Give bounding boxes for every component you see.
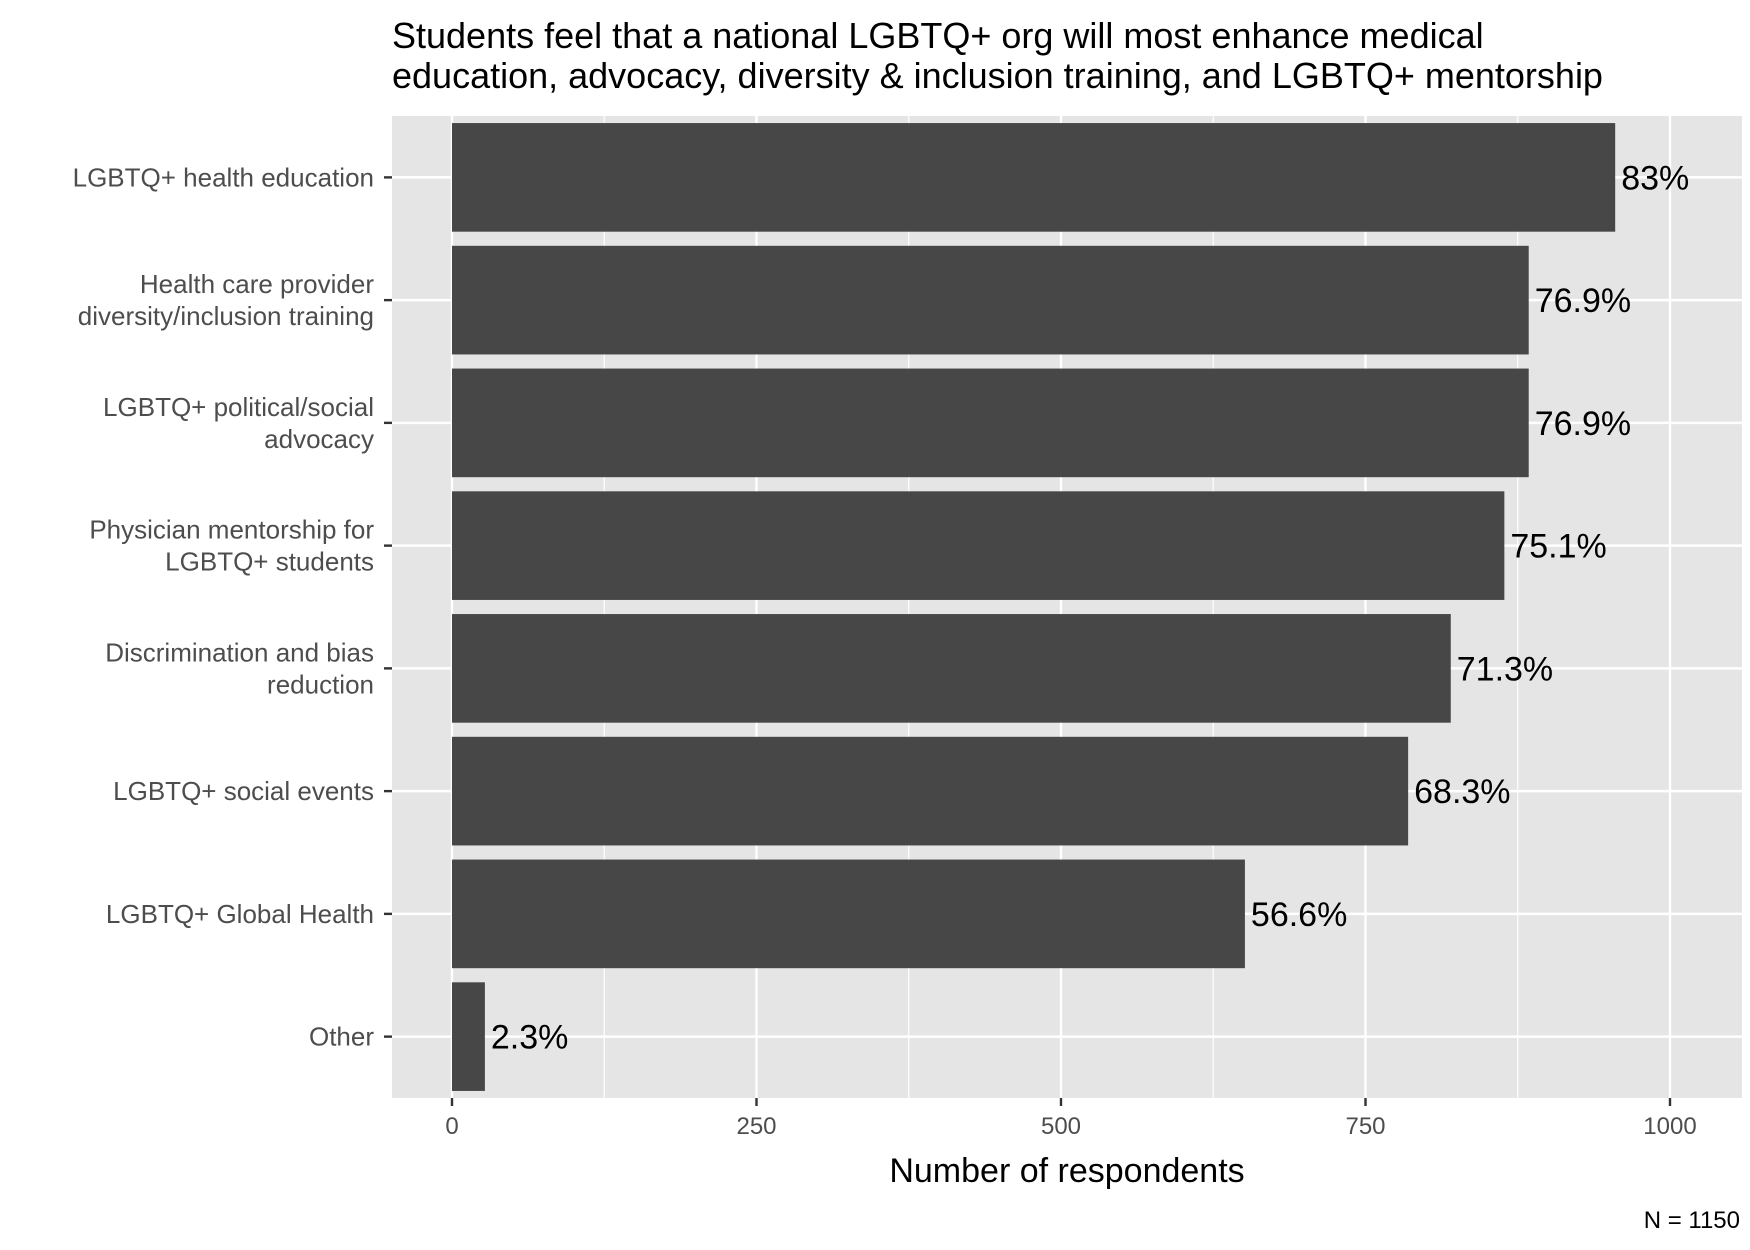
- x-tick-label: 1000: [1643, 1113, 1696, 1140]
- bar: [452, 614, 1451, 723]
- category-label: LGBTQ+ political/social: [103, 392, 374, 422]
- bar: [452, 245, 1529, 355]
- bar: [452, 982, 485, 1091]
- bar-value-label: 2.3%: [491, 1019, 569, 1057]
- bar-value-label: 68.3%: [1414, 773, 1510, 811]
- category-label: diversity/inclusion training: [78, 301, 374, 331]
- x-tick-label: 250: [736, 1113, 776, 1140]
- chart-caption: N = 1150: [1644, 1207, 1740, 1234]
- bar-value-label: 83%: [1621, 159, 1689, 197]
- bar: [452, 123, 1616, 232]
- bar-value-label: 71.3%: [1457, 650, 1553, 688]
- category-label: Health care provider: [140, 269, 374, 299]
- category-label: Physician mentorship for: [89, 515, 374, 545]
- x-axis-label: Number of respondents: [889, 1152, 1244, 1190]
- category-label: LGBTQ+ Global Health: [106, 899, 374, 929]
- bar-value-label: 76.9%: [1535, 405, 1631, 443]
- category-label: reduction: [267, 669, 374, 699]
- x-tick-label: 750: [1345, 1113, 1385, 1140]
- category-label: LGBTQ+ social events: [113, 776, 374, 806]
- chart-title-line-1: Students feel that a national LGBTQ+ org…: [392, 15, 1484, 56]
- x-tick-label: 500: [1041, 1113, 1081, 1140]
- category-label: Discrimination and bias: [105, 637, 374, 667]
- bar: [452, 736, 1409, 846]
- plot-area: 83% LGBTQ+ health education 76.9% Health ca…: [73, 116, 1742, 1140]
- category-label: LGBTQ+ health education: [73, 162, 374, 192]
- bar: [452, 368, 1529, 478]
- bar: [452, 491, 1505, 600]
- category-label: LGBTQ+ students: [165, 547, 374, 577]
- chart-title-line-2: education, advocacy, diversity & inclusi…: [392, 55, 1603, 96]
- bar: [452, 859, 1245, 969]
- category-label: advocacy: [264, 424, 374, 454]
- bar-value-label: 75.1%: [1510, 528, 1606, 566]
- category-label: Other: [309, 1022, 374, 1052]
- bar-value-label: 76.9%: [1535, 282, 1631, 320]
- x-tick-label: 0: [445, 1113, 458, 1140]
- bar-value-label: 56.6%: [1251, 896, 1347, 934]
